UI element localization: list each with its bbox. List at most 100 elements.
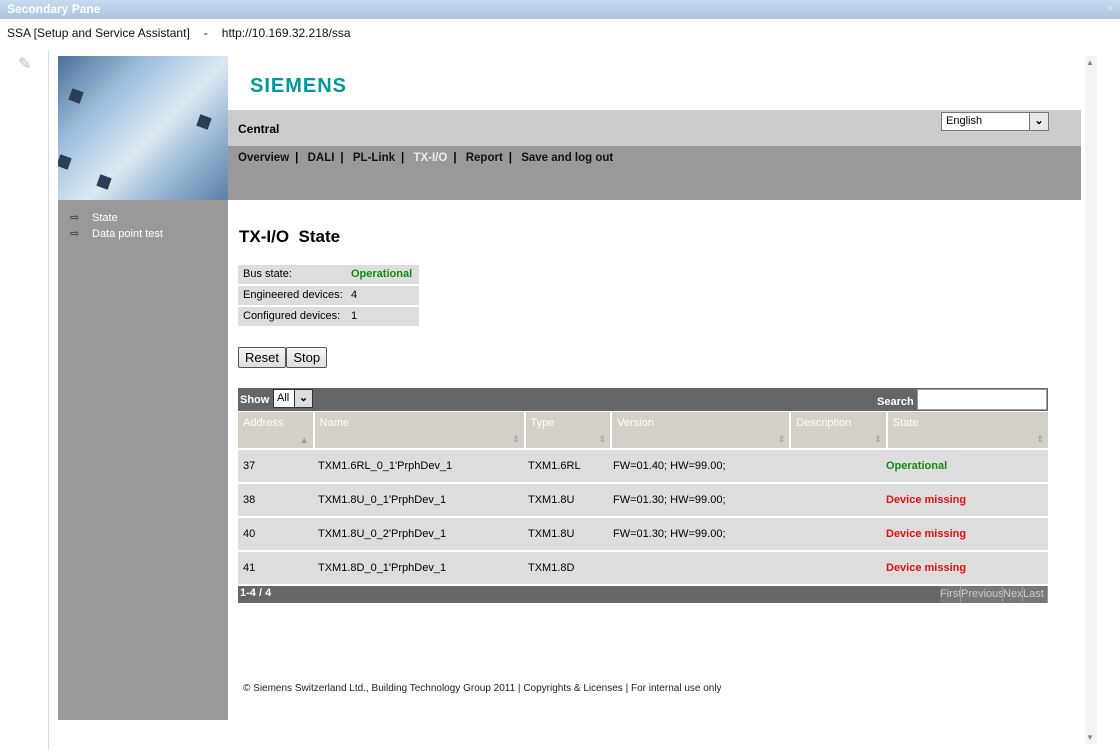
info-label: Bus state: [243, 268, 292, 280]
info-row: Bus state: Operational [238, 265, 419, 284]
nav-separator: | [340, 152, 344, 164]
table-toolbar: Show All ⌄ Search [238, 388, 1048, 411]
cell-version: FW=01.30; HW=99.00; [613, 528, 726, 540]
cell-type: TXM1.8U [528, 528, 575, 540]
previous-page-button[interactable]: Previous [961, 586, 1003, 603]
info-label: Configured devices: [243, 310, 341, 322]
nav-dali[interactable]: DALI [307, 152, 335, 164]
arrow-out-icon: ⇨ [70, 228, 80, 240]
cell-type: TXM1.8U [528, 494, 575, 506]
footer: © Siemens Switzerland Ltd., Building Tec… [243, 683, 722, 694]
main-nav: Overview | DALI | PL-Link | TX-I/O | Report |… [228, 146, 1081, 200]
sidebar-item-data-point-test[interactable]: ⇨ Data point test [58, 226, 228, 242]
sidebar-item-label: Data point test [92, 228, 163, 240]
bus-state-value: Operational [351, 268, 413, 280]
cell-version: FW=01.40; HW=99.00; [613, 460, 726, 472]
site-name: Central [238, 122, 280, 136]
first-page-button[interactable]: First [940, 586, 961, 603]
info-row: Configured devices: 1 [238, 307, 419, 326]
cell-name: TXM1.8U_0_1'PrphDev_1 [318, 494, 447, 506]
sort-icon: ⇕ [1036, 434, 1044, 444]
address-dash: - [203, 26, 208, 40]
sort-asc-icon: ▲ [299, 435, 309, 445]
scrollbar[interactable]: ▲ ▼ [1085, 56, 1097, 744]
cell-address: 38 [243, 494, 256, 506]
cell-address: 41 [243, 562, 256, 574]
nav-separator: | [295, 152, 299, 164]
cell-name: TXM1.8U_0_2'PrphDev_1 [318, 528, 447, 540]
header-image [58, 56, 228, 200]
language-value: English [946, 115, 983, 127]
arrow-out-icon: ⇨ [70, 212, 80, 224]
search-input[interactable] [917, 389, 1047, 410]
app-name: SSA [Setup and Service Assistant] [7, 26, 190, 40]
nav-separator: | [401, 152, 405, 164]
column-state[interactable]: State ⇕ [887, 412, 1048, 448]
next-page-button[interactable]: Next [1003, 586, 1023, 603]
configured-devices-value: 1 [351, 310, 358, 322]
cell-state: Device missing [886, 528, 967, 540]
nav-pl-link[interactable]: PL-Link [352, 152, 396, 164]
scroll-up-icon: ▲ [1086, 58, 1094, 67]
cell-type: TXM1.8D [528, 562, 575, 574]
column-description[interactable]: Description ⇕ [791, 412, 886, 448]
show-value: All [277, 392, 290, 404]
scroll-down-icon: ▼ [1086, 733, 1094, 742]
window-title: Secondary Pane [7, 2, 101, 16]
cell-state: Device missing [886, 562, 967, 574]
cell-name: TXM1.6RL_0_1'PrphDev_1 [318, 460, 453, 472]
cell-address: 37 [243, 460, 256, 472]
sort-icon: ⇕ [598, 434, 607, 444]
column-name[interactable]: Name ⇕ [314, 412, 524, 448]
chevron-down-icon: ⌄ [294, 390, 312, 407]
range-text: 1-4 / 4 [240, 587, 272, 599]
sidebar-item-label: State [92, 212, 118, 224]
nav-save-logout[interactable]: Save and log out [521, 152, 614, 164]
table-pager: 1-4 / 4 First Previous Next Last [238, 586, 1048, 603]
chevron-down-icon: ⌄ [1029, 113, 1048, 130]
stop-button[interactable]: Stop [286, 347, 328, 368]
reset-button[interactable]: Reset [238, 347, 286, 368]
device-table: Show All ⌄ Search Address ▲ Name ⇕ Type ⇕ Ve… [238, 388, 1048, 603]
sort-icon: ⇕ [874, 434, 882, 444]
sidebar: ⇨ State ⇨ Data point test [58, 200, 228, 720]
close-icon[interactable]: × [1106, 1, 1114, 15]
cell-type: TXM1.6RL [528, 460, 581, 472]
last-page-button[interactable]: Last [1023, 586, 1048, 603]
table-row[interactable]: 40 TXM1.8U_0_2'PrphDev_1 TXM1.8U FW=01.30; … [238, 518, 1048, 550]
window-titlebar: Secondary Pane × [0, 0, 1120, 19]
info-label: Engineered devices: [243, 289, 343, 301]
cell-address: 40 [243, 528, 256, 540]
site-bar: Central English ⌄ [228, 110, 1081, 146]
table-row[interactable]: 41 TXM1.8D_0_1'PrphDev_1 TXM1.8D Device mis… [238, 552, 1048, 584]
column-type[interactable]: Type ⇕ [525, 412, 611, 448]
sort-icon: ⇕ [777, 434, 786, 444]
show-select[interactable]: All ⌄ [273, 389, 313, 408]
column-version[interactable]: Version ⇕ [612, 412, 790, 448]
cell-version: FW=01.30; HW=99.00; [613, 494, 726, 506]
table-row[interactable]: 37 TXM1.6RL_0_1'PrphDev_1 TXM1.6RL FW=01.40… [238, 450, 1048, 482]
divider [48, 50, 49, 750]
column-address[interactable]: Address ▲ [238, 412, 313, 448]
show-label: Show [240, 394, 270, 406]
nav-tx-io[interactable]: TX-I/O [413, 152, 448, 164]
table-header: Address ▲ Name ⇕ Type ⇕ Version ⇕ Descriptio… [238, 412, 1048, 448]
address-line: SSA [Setup and Service Assistant] - http:/… [7, 26, 365, 40]
nav-overview[interactable]: Overview [238, 152, 290, 164]
nav-report[interactable]: Report [465, 152, 503, 164]
sidebar-item-state[interactable]: ⇨ State [58, 210, 228, 226]
cell-name: TXM1.8D_0_1'PrphDev_1 [318, 562, 447, 574]
language-select[interactable]: English ⌄ [941, 112, 1049, 131]
sort-icon: ⇕ [512, 434, 520, 444]
web-page: ⇨ State ⇨ Data point test SIEMENS Central … [58, 56, 1081, 720]
nav-separator: | [508, 152, 513, 164]
cell-state: Operational [886, 460, 948, 472]
page-title: TX-I/O State [239, 227, 341, 246]
url[interactable]: http://10.169.32.218/ssa [221, 26, 351, 40]
siemens-logo: SIEMENS [250, 75, 348, 97]
info-row: Engineered devices: 4 [238, 286, 419, 305]
pen-icon: ✎ [18, 56, 32, 73]
nav-separator: | [453, 152, 457, 164]
table-row[interactable]: 38 TXM1.8U_0_1'PrphDev_1 TXM1.8U FW=01.30; … [238, 484, 1048, 516]
search-label: Search [877, 396, 914, 408]
